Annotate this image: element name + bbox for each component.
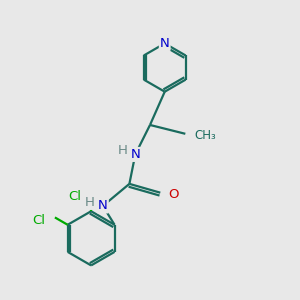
Text: H: H [118, 144, 128, 158]
Text: N: N [160, 37, 169, 50]
Text: O: O [169, 188, 179, 201]
Text: N: N [98, 200, 108, 212]
Text: Cl: Cl [68, 190, 81, 203]
Text: Cl: Cl [32, 214, 45, 227]
Text: CH₃: CH₃ [195, 129, 217, 142]
Text: N: N [130, 148, 140, 161]
Text: H: H [85, 196, 94, 209]
